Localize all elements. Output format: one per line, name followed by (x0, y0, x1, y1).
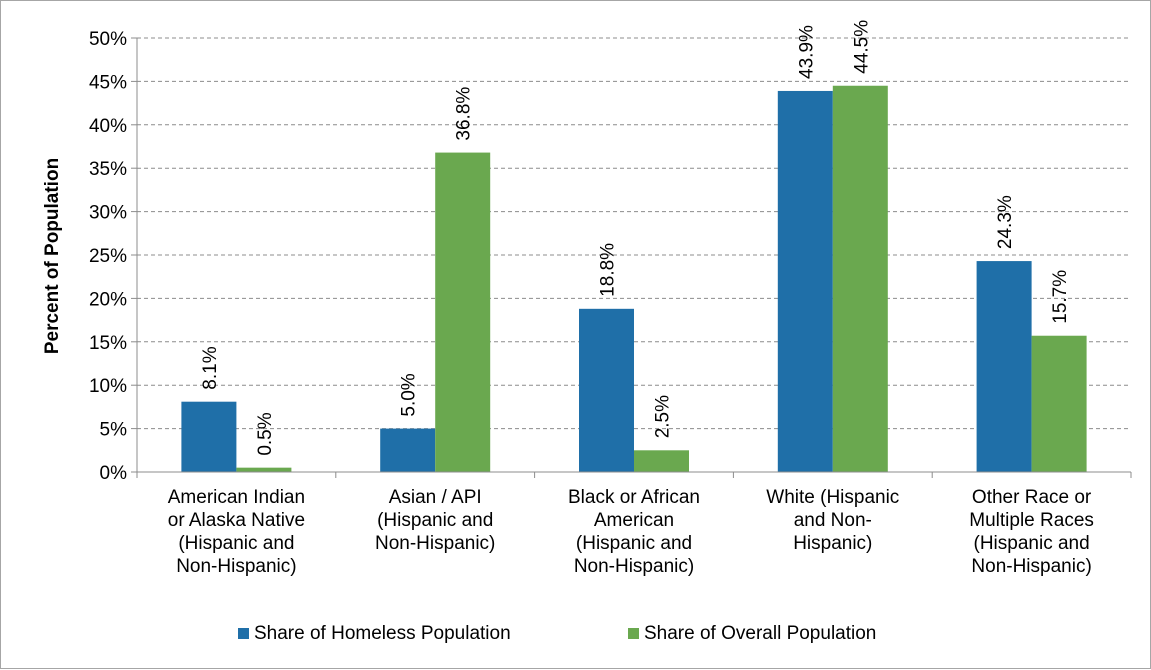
bar-homeless (579, 308, 634, 472)
legend-label: Share of Homeless Population (254, 623, 511, 644)
category-labels: American Indian or Alaska Native (Hispanic… (168, 487, 1094, 577)
x-category-label: American Indian or Alaska Native (Hispanic… (168, 487, 305, 577)
x-category-label: Other Race or Multiple Races (Hispanic and… (969, 487, 1094, 577)
bar-overall (634, 450, 689, 472)
data-label: 43.9% (796, 25, 817, 79)
data-label: 36.8% (454, 87, 475, 141)
data-label: 5.0% (399, 373, 420, 416)
x-category-label: Asian / API (Hispanic and Non-Hispanic) (375, 487, 495, 554)
y-axis-title: Percent of Population (42, 158, 63, 354)
legend-swatch (238, 628, 249, 639)
bar-overall (1031, 335, 1087, 472)
data-label: 44.5% (851, 20, 872, 74)
y-tick-label: 25% (89, 246, 127, 267)
legend-label: Share of Overall Population (644, 623, 876, 644)
legend-swatch (628, 628, 639, 639)
y-tick-label: 10% (89, 376, 127, 397)
bar-homeless (181, 401, 237, 472)
bar-overall (435, 152, 491, 473)
data-label: 15.7% (1050, 270, 1071, 324)
y-tick-label: 35% (89, 159, 127, 180)
y-tick-label: 40% (89, 116, 127, 137)
axes (136, 38, 1132, 478)
y-tick-label: 45% (89, 72, 127, 93)
y-tick-label: 5% (100, 420, 128, 441)
data-labels: 8.1% 5.0% 18.8% 43.9% 24.3% 0.5% 36.8% 2.5% 44.5… (200, 20, 1071, 456)
bar-homeless (777, 90, 833, 472)
bar-overall (832, 85, 888, 473)
y-tick-label: 30% (89, 203, 127, 224)
y-tick-labels: 0% 5% 10% 15% 20% 25% 30% 35% 40% 45% 50% (89, 29, 127, 484)
y-tick-label: 15% (89, 333, 127, 354)
data-label: 0.5% (255, 412, 276, 455)
legend: Share of Homeless Population Share of Ove… (238, 623, 876, 644)
data-label: 18.8% (598, 243, 619, 297)
y-tick-label: 20% (89, 289, 127, 310)
bar-homeless (380, 428, 436, 472)
data-label: 2.5% (653, 395, 674, 438)
bar-homeless (976, 261, 1032, 472)
data-label: 8.1% (200, 346, 221, 389)
y-tick-label: 50% (89, 29, 127, 50)
bar-overall (236, 467, 292, 472)
x-category-label: White (Hispanic and Non-Hispanic) (766, 487, 899, 554)
data-label: 24.3% (995, 195, 1016, 249)
x-category-label: Black or African American (Hispanic and Non… (568, 487, 700, 577)
y-tick-label: 0% (100, 463, 128, 484)
bars (181, 85, 1087, 473)
